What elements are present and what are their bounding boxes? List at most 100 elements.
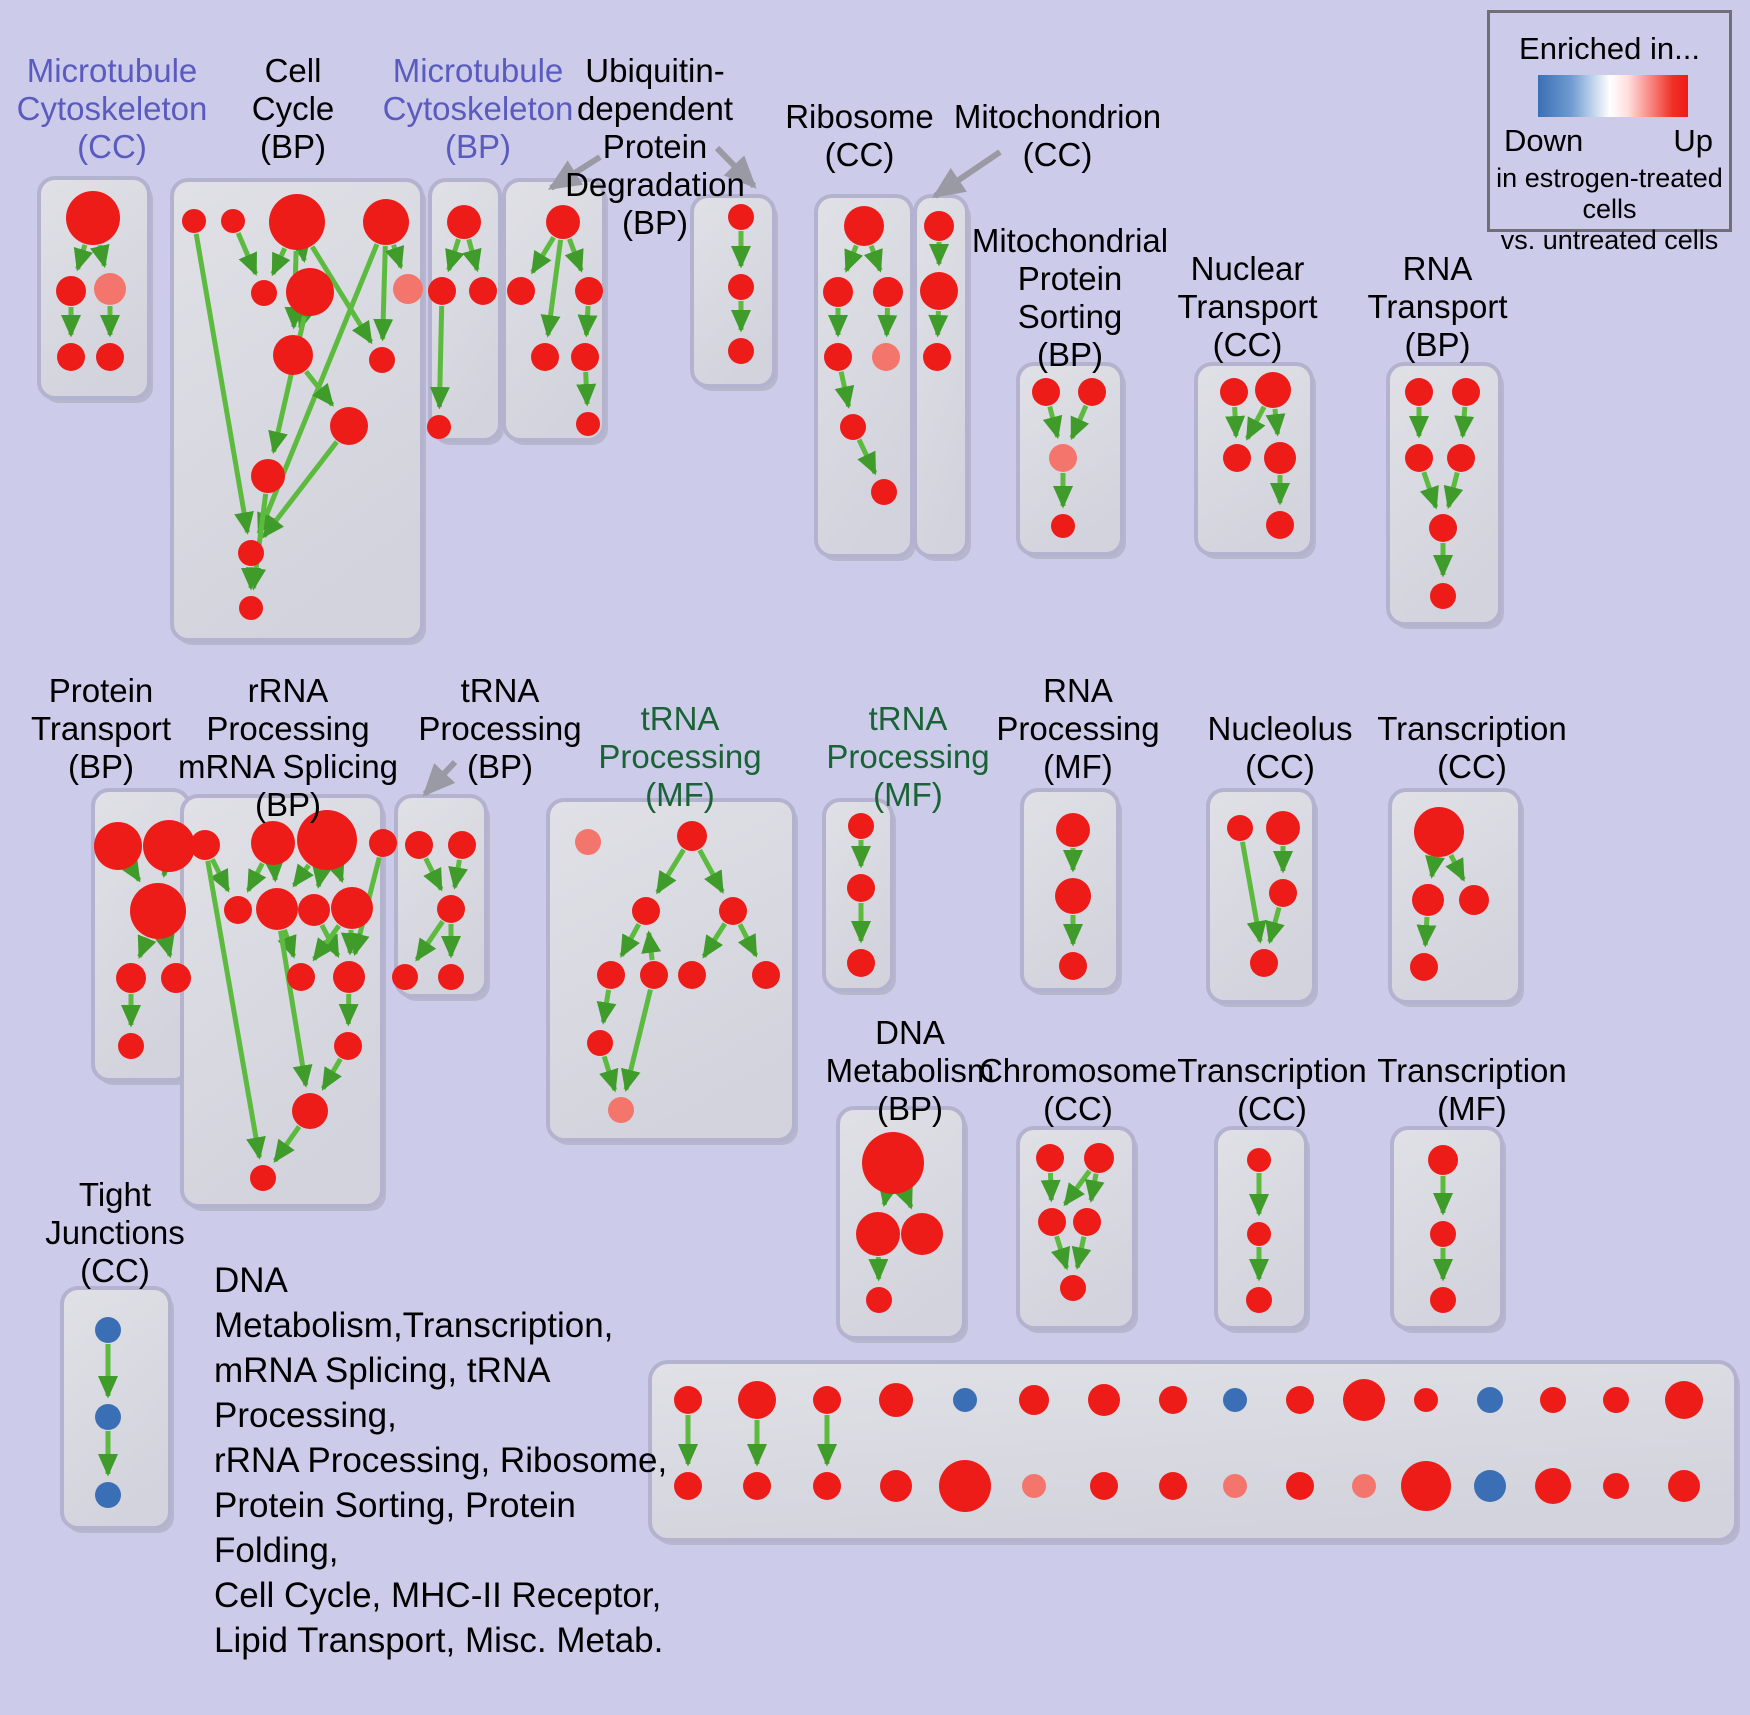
node-up[interactable]	[1414, 807, 1464, 857]
node-up[interactable]	[130, 883, 186, 939]
node-up[interactable]	[1220, 378, 1248, 406]
node-up[interactable]	[1414, 1388, 1438, 1412]
node-mid[interactable]	[94, 273, 126, 305]
node-up[interactable]	[1247, 1222, 1271, 1246]
node-up[interactable]	[1223, 444, 1251, 472]
node-up[interactable]	[238, 540, 264, 566]
node-up[interactable]	[251, 459, 285, 493]
node-mid[interactable]	[1022, 1474, 1046, 1498]
node-up[interactable]	[674, 1386, 702, 1414]
node-up[interactable]	[1459, 885, 1489, 915]
node-up[interactable]	[57, 343, 85, 371]
node-up[interactable]	[674, 1472, 702, 1500]
node-up[interactable]	[298, 894, 330, 926]
node-up[interactable]	[1159, 1386, 1187, 1414]
node-up[interactable]	[118, 1033, 144, 1059]
node-up[interactable]	[847, 949, 875, 977]
node-up[interactable]	[116, 963, 146, 993]
node-up[interactable]	[576, 412, 600, 436]
node-up[interactable]	[469, 277, 497, 305]
node-up[interactable]	[1038, 1208, 1066, 1236]
node-up[interactable]	[844, 206, 884, 246]
node-up[interactable]	[1430, 583, 1456, 609]
node-up[interactable]	[1059, 952, 1087, 980]
node-up[interactable]	[392, 964, 418, 990]
node-up[interactable]	[939, 1460, 991, 1512]
node-up[interactable]	[428, 277, 456, 305]
node-up[interactable]	[1032, 378, 1060, 406]
node-up[interactable]	[879, 1383, 913, 1417]
node-up[interactable]	[920, 272, 958, 310]
node-up[interactable]	[1447, 444, 1475, 472]
node-up[interactable]	[1247, 1148, 1271, 1172]
node-up[interactable]	[677, 821, 707, 851]
node-up[interactable]	[224, 896, 252, 924]
node-up[interactable]	[330, 407, 368, 445]
node-up[interactable]	[1401, 1461, 1451, 1511]
node-up[interactable]	[866, 1287, 892, 1313]
node-up[interactable]	[1665, 1381, 1703, 1419]
node-mid[interactable]	[1352, 1474, 1376, 1498]
node-up[interactable]	[273, 335, 313, 375]
node-up[interactable]	[190, 830, 220, 860]
node-up[interactable]	[1668, 1470, 1700, 1502]
node-up[interactable]	[1250, 949, 1278, 977]
node-up[interactable]	[1051, 514, 1075, 538]
node-up[interactable]	[728, 204, 754, 230]
node-up[interactable]	[286, 268, 334, 316]
node-down[interactable]	[1474, 1470, 1506, 1502]
node-up[interactable]	[1452, 378, 1480, 406]
node-up[interactable]	[1088, 1384, 1120, 1416]
node-up[interactable]	[1603, 1473, 1629, 1499]
node-up[interactable]	[743, 1472, 771, 1500]
node-up[interactable]	[738, 1381, 776, 1419]
node-up[interactable]	[575, 277, 603, 305]
node-up[interactable]	[250, 1165, 276, 1191]
node-up[interactable]	[287, 963, 315, 991]
node-up[interactable]	[1269, 879, 1297, 907]
node-up[interactable]	[143, 820, 195, 872]
node-up[interactable]	[251, 821, 295, 865]
node-up[interactable]	[437, 895, 465, 923]
node-up[interactable]	[363, 199, 409, 245]
node-up[interactable]	[507, 277, 535, 305]
node-up[interactable]	[923, 343, 951, 371]
node-up[interactable]	[871, 479, 897, 505]
node-up[interactable]	[427, 415, 451, 439]
node-up[interactable]	[161, 963, 191, 993]
node-up[interactable]	[531, 343, 559, 371]
node-down[interactable]	[95, 1317, 121, 1343]
node-up[interactable]	[752, 961, 780, 989]
node-up[interactable]	[862, 1132, 924, 1194]
node-up[interactable]	[292, 1093, 328, 1129]
node-up[interactable]	[447, 205, 481, 239]
node-up[interactable]	[813, 1472, 841, 1500]
node-mid[interactable]	[1049, 444, 1077, 472]
node-up[interactable]	[369, 347, 395, 373]
node-mid[interactable]	[1223, 1474, 1247, 1498]
node-up[interactable]	[239, 596, 263, 620]
node-down[interactable]	[95, 1482, 121, 1508]
node-up[interactable]	[924, 211, 954, 241]
node-mid[interactable]	[872, 343, 900, 371]
node-up[interactable]	[1078, 378, 1106, 406]
node-up[interactable]	[251, 280, 277, 306]
node-up[interactable]	[1405, 444, 1433, 472]
node-down[interactable]	[95, 1404, 121, 1430]
node-up[interactable]	[840, 414, 866, 440]
node-up[interactable]	[597, 961, 625, 989]
node-up[interactable]	[1266, 811, 1300, 845]
node-up[interactable]	[1412, 884, 1444, 916]
node-up[interactable]	[640, 961, 668, 989]
node-up[interactable]	[221, 209, 245, 233]
node-up[interactable]	[632, 897, 660, 925]
node-up[interactable]	[96, 343, 124, 371]
node-up[interactable]	[546, 205, 580, 239]
node-up[interactable]	[1227, 815, 1253, 841]
node-up[interactable]	[571, 343, 599, 371]
node-up[interactable]	[1055, 878, 1091, 914]
node-up[interactable]	[66, 191, 120, 245]
node-up[interactable]	[1535, 1468, 1571, 1504]
node-up[interactable]	[1036, 1144, 1064, 1172]
node-up[interactable]	[1603, 1387, 1629, 1413]
